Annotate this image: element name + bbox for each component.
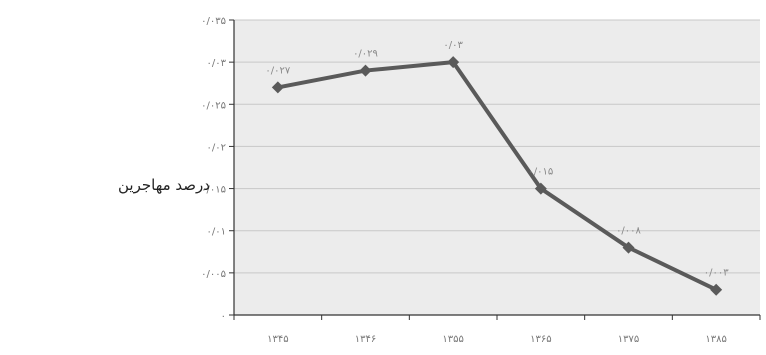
data-label: ۰/۰۱۵ xyxy=(528,167,553,178)
data-point xyxy=(534,182,547,195)
data-point xyxy=(271,81,284,94)
y-tick-label: ۰/۰۳ xyxy=(207,58,227,69)
y-axis-title: درصد مهاجرین xyxy=(118,176,210,194)
x-tick-label: ۱۳۵۵ xyxy=(442,334,463,345)
data-point xyxy=(447,56,460,69)
x-tick-label: ۱۳۸۵ xyxy=(705,334,726,345)
x-tick-label: ۱۳۷۵ xyxy=(618,334,639,345)
y-tick-label: ۰/۰۱۵ xyxy=(201,185,226,196)
y-tick-label: ۰/۰۱ xyxy=(207,227,226,238)
y-tick-label: ۰/۰۲۵ xyxy=(201,100,226,111)
plot-area xyxy=(234,20,760,315)
data-label: ۰/۰۳ xyxy=(443,40,463,51)
data-point xyxy=(359,64,372,77)
data-point xyxy=(710,283,723,296)
series-line xyxy=(277,60,718,292)
y-tick-label: ۰/۰۲ xyxy=(207,142,226,153)
y-tick-label: ۰ xyxy=(221,311,226,322)
data-label: ۰/۰۰۸ xyxy=(616,226,641,237)
y-tick-label: ۰/۰۳۵ xyxy=(201,16,226,27)
data-label: ۰/۰۲۹ xyxy=(353,49,378,60)
x-tick-label: ۱۳۴۵ xyxy=(267,334,288,345)
data-label: ۰/۰۲۷ xyxy=(265,65,290,76)
y-tick-label: ۰/۰۰۵ xyxy=(201,269,226,280)
data-label: ۰/۰۰۳ xyxy=(704,268,729,279)
x-tick-label: ۱۳۴۶ xyxy=(355,334,376,345)
data-point xyxy=(622,241,635,254)
x-tick-label: ۱۳۶۵ xyxy=(530,334,551,345)
